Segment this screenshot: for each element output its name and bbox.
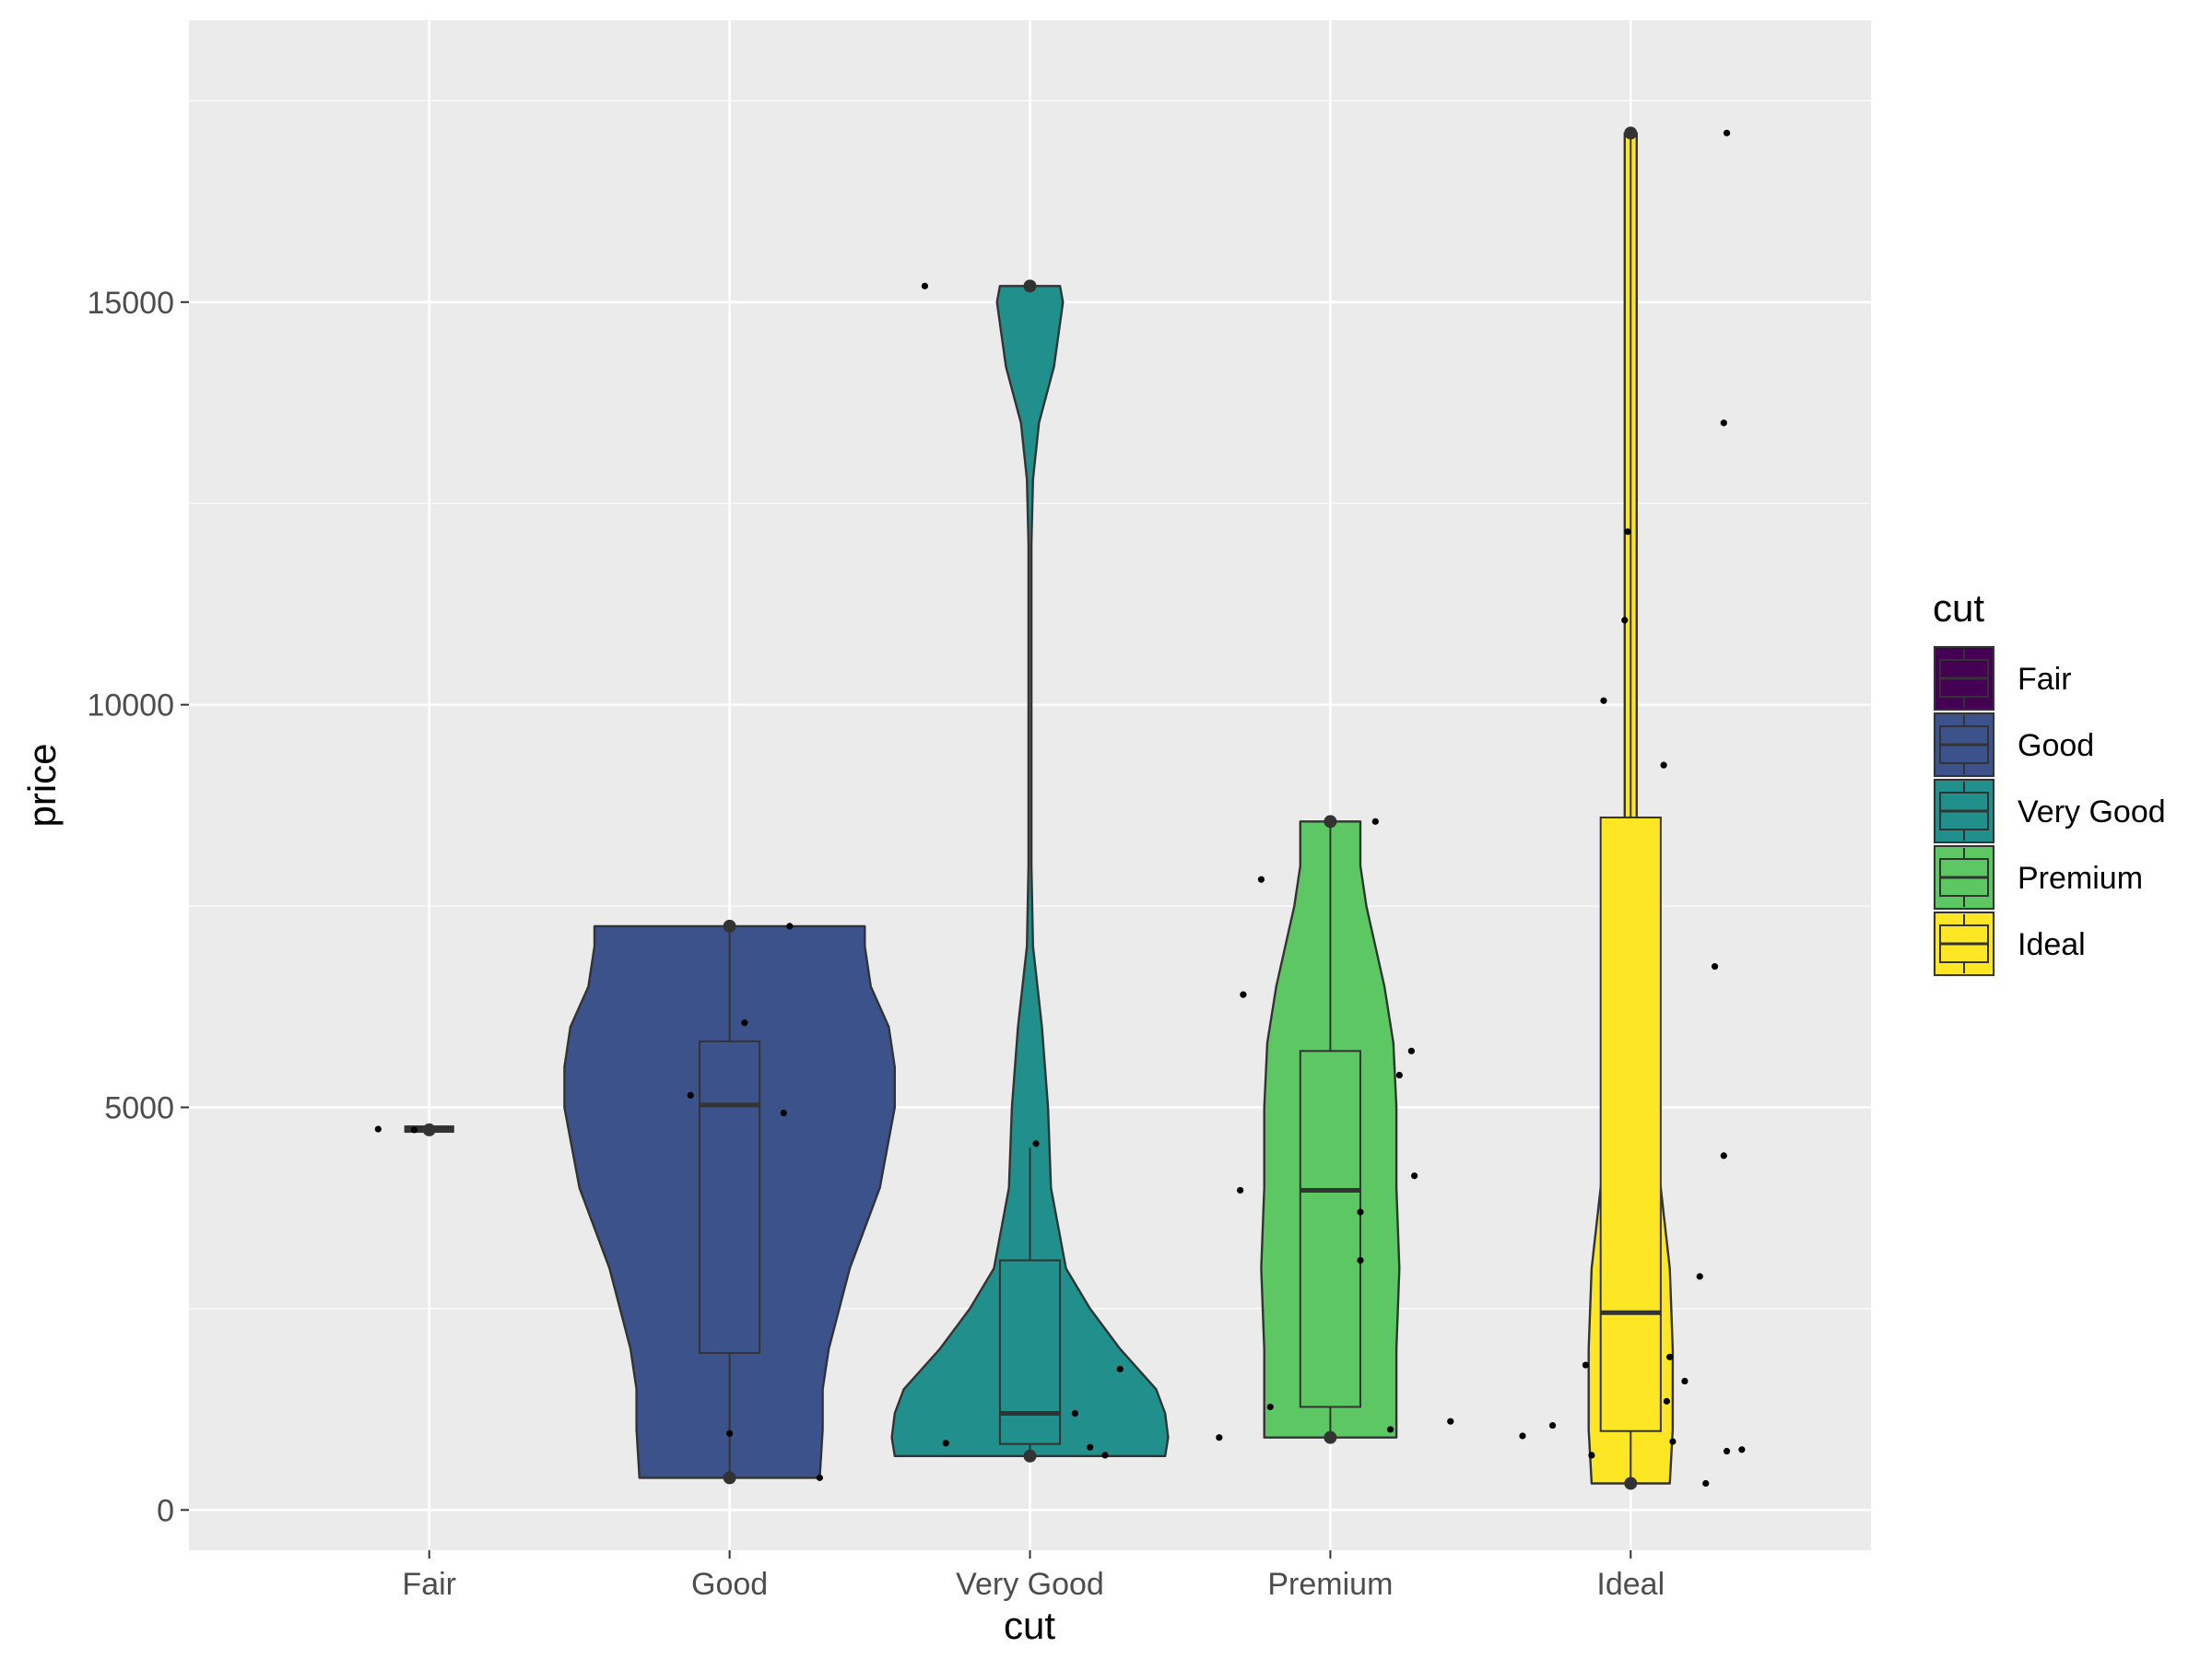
data-point xyxy=(942,1440,949,1447)
legend-label: Ideal xyxy=(2018,927,2086,962)
legend-label: Fair xyxy=(2018,662,2072,697)
data-point xyxy=(410,1126,418,1134)
x-axis-title: cut xyxy=(1004,1604,1055,1647)
outlier-point xyxy=(1023,1449,1037,1463)
data-point xyxy=(1101,1452,1109,1459)
data-point xyxy=(1723,129,1731,136)
data-point xyxy=(1738,1446,1746,1453)
data-point xyxy=(741,1019,748,1027)
data-point xyxy=(1116,1365,1124,1373)
y-axis: 0 5000 10000 15000 xyxy=(87,286,189,1528)
data-point xyxy=(1266,1403,1274,1411)
box xyxy=(699,1040,761,1354)
data-point xyxy=(1660,761,1667,769)
x-tick-label: Ideal xyxy=(1596,1567,1665,1602)
outlier-point xyxy=(723,1471,736,1485)
legend-label: Good xyxy=(2018,728,2094,763)
data-point xyxy=(1681,1377,1688,1385)
legend-key-good: Good xyxy=(1933,712,2094,778)
y-tick-label: 15000 xyxy=(87,286,174,321)
y-axis-title: price xyxy=(20,743,64,827)
y-tick-label: 10000 xyxy=(87,688,174,724)
data-point xyxy=(1582,1361,1590,1369)
x-axis: Fair Good Very Good Premium Ideal xyxy=(402,1550,1665,1602)
data-point xyxy=(1357,1256,1364,1265)
x-tick-label: Very Good xyxy=(956,1567,1104,1602)
x-tick-label: Fair xyxy=(402,1567,456,1602)
data-point xyxy=(1257,876,1265,883)
y-tick-label: 0 xyxy=(157,1493,174,1528)
data-point xyxy=(1720,419,1727,427)
data-point xyxy=(1237,1186,1244,1194)
legend-key-ideal: Ideal xyxy=(1933,911,2086,977)
data-point xyxy=(1723,1447,1731,1455)
legend-label: Premium xyxy=(2018,861,2143,896)
data-point xyxy=(816,1474,823,1481)
outlier-point xyxy=(1324,1430,1337,1444)
box xyxy=(998,1259,1062,1445)
data-point xyxy=(1071,1409,1078,1418)
outlier-point xyxy=(1324,815,1337,829)
data-point xyxy=(1411,1172,1418,1180)
data-point xyxy=(1371,818,1379,825)
outlier-point xyxy=(1624,126,1638,140)
y-tick-label: 5000 xyxy=(104,1090,174,1125)
data-point xyxy=(1216,1434,1223,1441)
data-point xyxy=(1669,1438,1677,1445)
data-point xyxy=(1395,1071,1403,1079)
data-point xyxy=(780,1109,787,1117)
violin-very-good xyxy=(890,285,1170,1457)
box xyxy=(1599,816,1662,1432)
legend-key-premium: Premium xyxy=(1933,844,2143,911)
jitter-points xyxy=(374,129,1746,1488)
data-point xyxy=(1386,1426,1394,1433)
data-point xyxy=(726,1430,734,1437)
data-point xyxy=(1720,1152,1727,1159)
legend-key-fair: Fair xyxy=(1933,645,2072,712)
data-point xyxy=(1621,617,1629,624)
data-point xyxy=(1087,1443,1094,1451)
outlier-point xyxy=(1624,1477,1638,1490)
data-point xyxy=(921,282,929,289)
data-point xyxy=(1447,1418,1454,1425)
data-point xyxy=(1548,1421,1557,1430)
data-point xyxy=(1357,1208,1364,1216)
data-point xyxy=(1588,1452,1595,1459)
x-tick-label: Good xyxy=(691,1567,768,1602)
box xyxy=(1299,1050,1361,1408)
boxplots xyxy=(404,126,1662,1490)
legend-title: cut xyxy=(1933,586,1984,629)
data-point xyxy=(1624,528,1631,535)
data-point xyxy=(1711,962,1719,971)
legend-keys: Fair Good Very Good Premium Ideal xyxy=(1933,645,2166,977)
data-point xyxy=(1407,1047,1415,1054)
outlier-point xyxy=(422,1123,436,1136)
data-point xyxy=(1702,1479,1710,1488)
outlier-point xyxy=(1023,279,1037,293)
data-point xyxy=(1600,697,1607,704)
legend-label: Very Good xyxy=(2018,794,2166,830)
data-point xyxy=(1666,1353,1674,1360)
legend-key-very-good: Very Good xyxy=(1933,778,2166,844)
data-point xyxy=(1663,1397,1670,1405)
outlier-point xyxy=(723,919,736,933)
x-tick-label: Premium xyxy=(1267,1567,1393,1602)
data-point xyxy=(1519,1432,1526,1440)
data-point xyxy=(687,1091,694,1099)
data-point xyxy=(374,1125,382,1133)
data-point xyxy=(1696,1273,1703,1280)
data-point xyxy=(1240,991,1247,998)
data-point xyxy=(1032,1140,1040,1147)
legend: cut Fair Good Very Good Premium Ideal xyxy=(1933,586,2166,977)
data-point xyxy=(786,923,794,930)
